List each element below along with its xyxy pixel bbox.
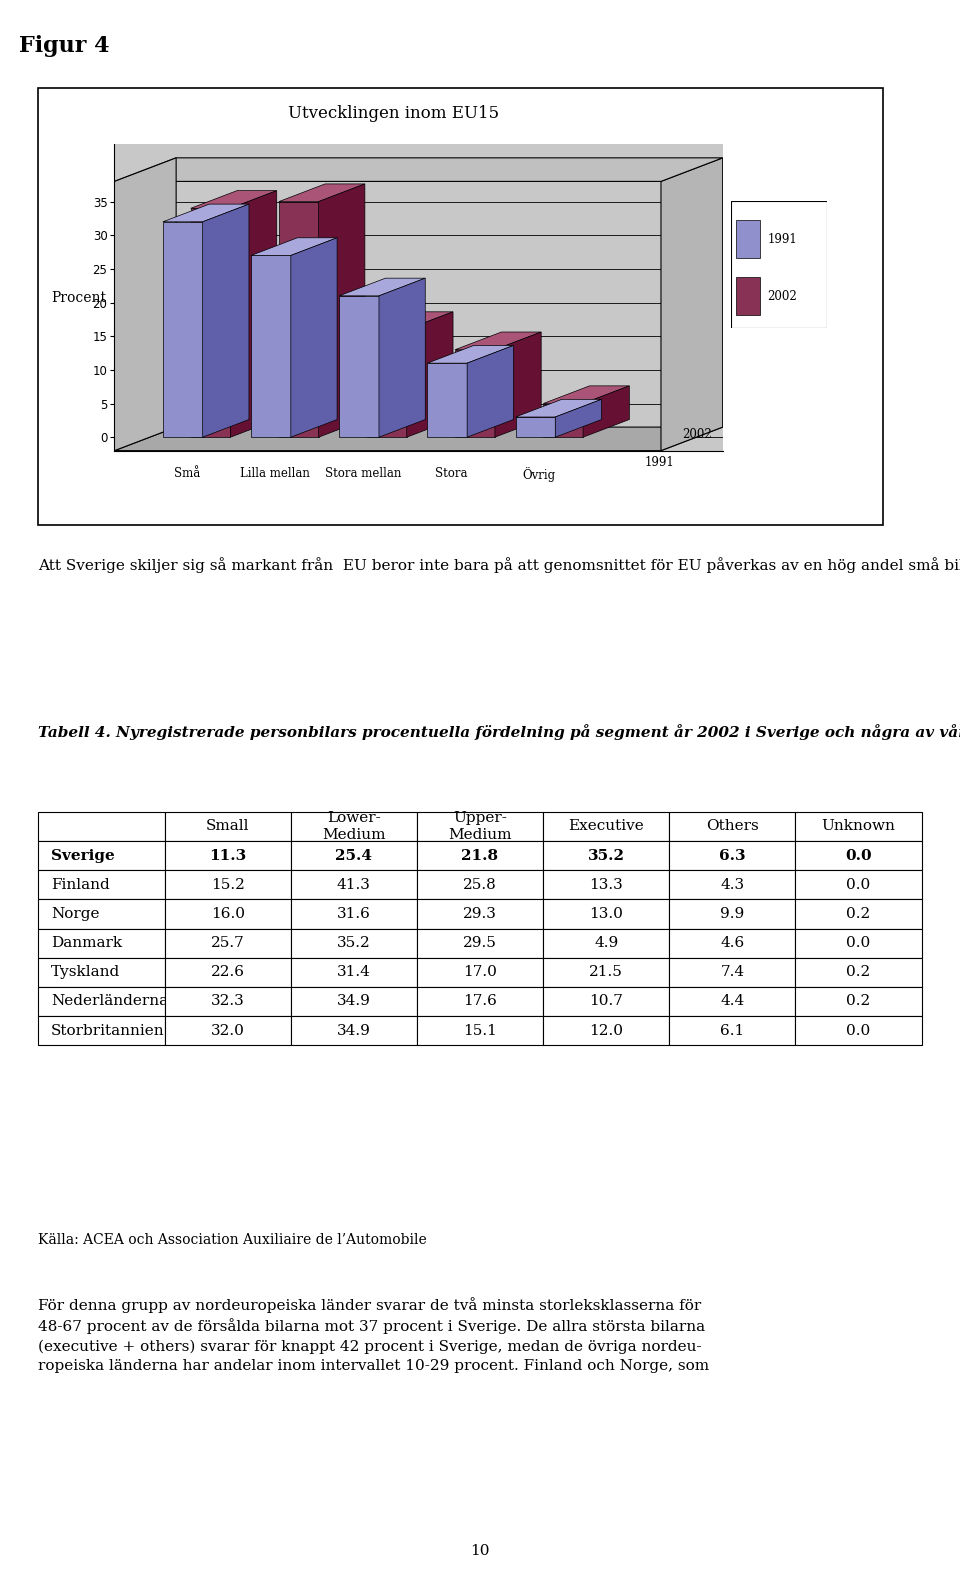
Polygon shape xyxy=(407,312,453,438)
Polygon shape xyxy=(379,278,425,438)
Polygon shape xyxy=(455,333,541,350)
Text: 1991: 1991 xyxy=(768,232,798,245)
Polygon shape xyxy=(319,185,365,438)
Text: Lilla mellan: Lilla mellan xyxy=(240,468,310,480)
Polygon shape xyxy=(555,399,602,438)
Bar xyxy=(736,277,760,315)
Polygon shape xyxy=(455,350,495,438)
Polygon shape xyxy=(203,204,249,438)
Text: Stora: Stora xyxy=(435,468,468,480)
Polygon shape xyxy=(191,191,276,208)
Polygon shape xyxy=(114,158,723,181)
Polygon shape xyxy=(191,208,230,438)
Polygon shape xyxy=(468,345,514,438)
Polygon shape xyxy=(163,204,249,221)
Polygon shape xyxy=(278,185,365,202)
Polygon shape xyxy=(291,237,337,438)
Bar xyxy=(736,220,760,258)
Text: 1991: 1991 xyxy=(645,457,675,469)
Polygon shape xyxy=(367,312,453,329)
Polygon shape xyxy=(114,426,723,450)
Polygon shape xyxy=(230,191,276,438)
Text: För denna grupp av nordeuropeiska länder svarar de två minsta storleksklasserna : För denna grupp av nordeuropeiska länder… xyxy=(38,1297,709,1373)
Polygon shape xyxy=(495,333,541,438)
Polygon shape xyxy=(114,158,176,450)
Text: 2002: 2002 xyxy=(683,428,712,441)
Polygon shape xyxy=(543,404,583,438)
Polygon shape xyxy=(339,278,425,296)
Polygon shape xyxy=(661,158,723,450)
Polygon shape xyxy=(278,202,319,438)
Polygon shape xyxy=(367,329,407,438)
Text: 2002: 2002 xyxy=(768,290,798,302)
Polygon shape xyxy=(543,387,630,404)
Text: Källa: ACEA och Association Auxiliaire de l’Automobile: Källa: ACEA och Association Auxiliaire d… xyxy=(38,1233,427,1247)
Text: 10: 10 xyxy=(470,1545,490,1558)
Text: Utvecklingen inom EU15: Utvecklingen inom EU15 xyxy=(288,105,499,123)
Text: Att Sverige skiljer sig så markant från  EU beror inte bara på att genomsnittet : Att Sverige skiljer sig så markant från … xyxy=(38,557,960,573)
Polygon shape xyxy=(427,345,514,363)
Polygon shape xyxy=(252,237,337,256)
Polygon shape xyxy=(163,221,203,438)
Polygon shape xyxy=(516,399,602,417)
Polygon shape xyxy=(583,387,630,438)
Text: Procent: Procent xyxy=(51,291,106,304)
Polygon shape xyxy=(339,296,379,438)
Text: Små: Små xyxy=(174,468,200,480)
Polygon shape xyxy=(516,417,555,438)
Text: Tabell 4. Nyregistrerade personbilars procentuella fördelning på segment år 2002: Tabell 4. Nyregistrerade personbilars pr… xyxy=(38,724,960,740)
Text: Figur 4: Figur 4 xyxy=(19,35,109,57)
Polygon shape xyxy=(252,256,291,438)
Text: Övrig: Övrig xyxy=(523,468,556,482)
Polygon shape xyxy=(427,363,468,438)
Text: Stora mellan: Stora mellan xyxy=(324,468,401,480)
